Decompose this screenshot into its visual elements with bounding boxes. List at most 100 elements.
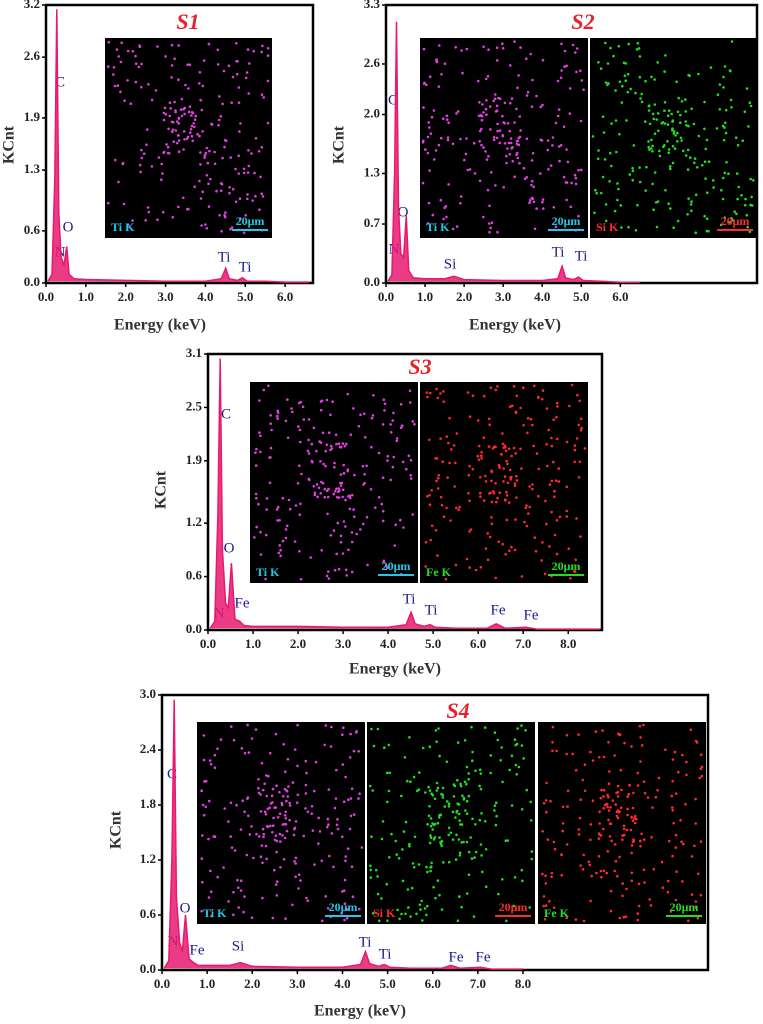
- map-dot: [532, 444, 535, 448]
- map-dot: [341, 733, 344, 736]
- map-dot: [449, 519, 452, 522]
- map-dot: [459, 823, 462, 826]
- map-dot: [233, 849, 237, 852]
- map-dot: [276, 505, 280, 509]
- map-dot: [479, 495, 482, 498]
- map-dot: [574, 51, 577, 54]
- map-dot: [482, 215, 485, 219]
- map-dot: [119, 90, 122, 94]
- map-dot: [274, 834, 278, 837]
- map-dot: [342, 463, 346, 467]
- map-dot: [160, 162, 163, 166]
- map-dot: [579, 798, 582, 801]
- map-dot: [312, 485, 316, 488]
- map-dot: [532, 185, 535, 189]
- map-dot: [425, 83, 428, 87]
- map-dot: [529, 198, 532, 202]
- map-dot: [243, 810, 246, 813]
- map-dot: [692, 122, 696, 126]
- map-dot: [483, 820, 487, 823]
- map-dot: [238, 130, 241, 133]
- map-dot: [555, 437, 559, 441]
- map-dot: [324, 724, 328, 727]
- map-dot: [542, 904, 545, 908]
- map-dot: [690, 855, 694, 858]
- map-dot: [239, 879, 243, 882]
- map-dot: [577, 828, 581, 831]
- map-dot: [643, 791, 647, 795]
- map-dot: [509, 102, 512, 105]
- map-dot: [276, 880, 279, 883]
- map-dot: [454, 461, 457, 465]
- map-dot: [640, 100, 644, 104]
- map-dot: [510, 545, 513, 549]
- map-dot: [610, 164, 613, 168]
- map-dot: [173, 100, 176, 104]
- map-dot: [551, 741, 554, 744]
- x-axis-label: Energy (keV): [469, 317, 561, 334]
- map-dot: [514, 410, 518, 414]
- map-dot: [522, 166, 526, 170]
- map-dot: [555, 552, 559, 556]
- map-dot: [488, 105, 492, 108]
- map-dot: [465, 799, 469, 803]
- map-dot: [323, 495, 327, 499]
- map-dot: [357, 425, 361, 428]
- map-dot: [617, 44, 621, 48]
- map-dot: [201, 834, 204, 837]
- map-dot: [625, 828, 629, 832]
- map-dot: [513, 121, 516, 124]
- map-dot: [333, 568, 337, 572]
- map-dot: [201, 84, 205, 88]
- map-dot: [578, 816, 582, 820]
- map-dot: [399, 426, 403, 430]
- map-dot: [588, 863, 592, 867]
- map-dot: [663, 109, 666, 112]
- map-dot: [565, 148, 568, 151]
- peak-label: Fe: [524, 607, 539, 623]
- map-dot: [403, 756, 407, 759]
- map-dot: [633, 816, 636, 820]
- map-dot: [465, 137, 468, 140]
- map-dot: [642, 780, 646, 783]
- map-dot: [444, 205, 448, 208]
- map-dot: [542, 207, 545, 210]
- map-dot: [501, 42, 504, 45]
- map-dot: [294, 504, 298, 507]
- map-dot: [285, 789, 289, 792]
- map-dot: [571, 752, 575, 756]
- x-tick-label: 3.0: [157, 289, 173, 304]
- map-dot: [501, 114, 504, 118]
- map-dot: [237, 154, 240, 158]
- map-dot: [339, 484, 343, 487]
- map-dot: [619, 204, 623, 207]
- map-dot: [387, 789, 391, 793]
- map-dot: [529, 417, 533, 421]
- peak-label: Fe: [190, 942, 205, 958]
- map-dot: [618, 80, 622, 84]
- map-dot: [457, 838, 461, 841]
- map-dot: [218, 95, 221, 98]
- map-dot: [424, 540, 428, 544]
- map-dot: [327, 570, 330, 573]
- map-dot: [408, 842, 411, 846]
- map-dot: [474, 568, 478, 572]
- map-dot: [610, 839, 613, 843]
- map-dot: [409, 459, 413, 462]
- map-dot: [294, 820, 298, 823]
- map-dot: [604, 219, 608, 223]
- map-dot: [546, 838, 550, 841]
- map-dot: [606, 62, 610, 65]
- map-dot: [594, 730, 598, 733]
- peak-label: C: [221, 406, 231, 422]
- map-dot: [495, 136, 499, 140]
- y-tick-label: 0.6: [24, 222, 41, 237]
- map-dot: [271, 824, 275, 827]
- map-dot: [513, 40, 516, 43]
- map-dot: [276, 417, 279, 420]
- map-dot: [679, 819, 682, 822]
- map-element-label: Si K: [373, 906, 396, 920]
- map-dot: [489, 226, 492, 230]
- map-dot: [478, 768, 482, 771]
- map-dot: [327, 431, 331, 435]
